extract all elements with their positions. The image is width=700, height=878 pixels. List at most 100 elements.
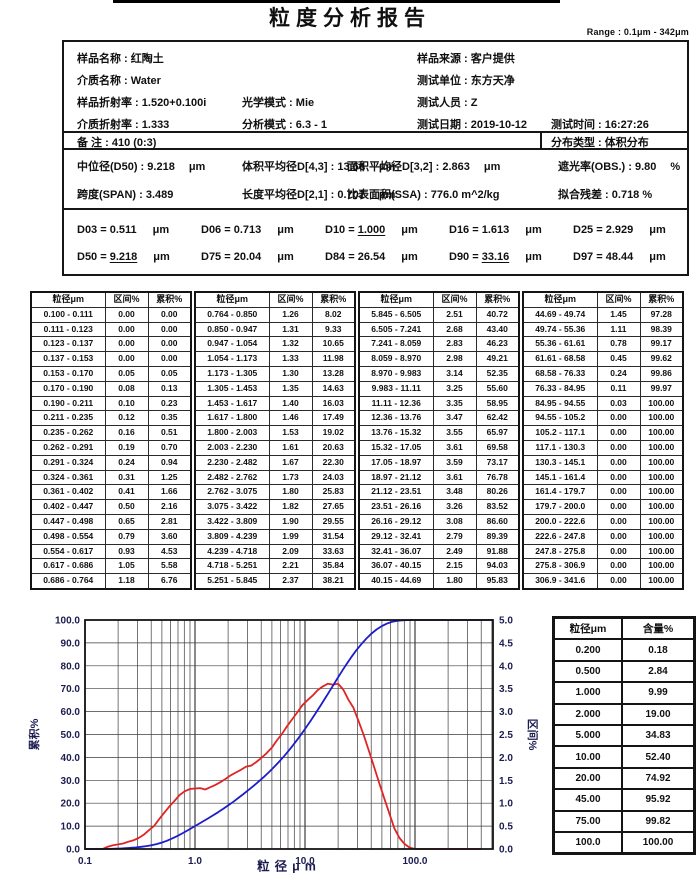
d-value-cell: D97 = 48.44 μm bbox=[573, 251, 666, 263]
size-cell: 45.00 bbox=[552, 788, 623, 812]
table-row: 0.500 2.84 bbox=[552, 659, 696, 684]
table-row: 0.402 - 0.447 0.50 2.16 bbox=[30, 499, 192, 515]
content-cell: 9.99 bbox=[621, 681, 696, 705]
interval-cell: 1.26 bbox=[268, 306, 313, 323]
d-value-number: 1.613 bbox=[481, 224, 510, 236]
d-value-number: 2.929 bbox=[605, 224, 634, 236]
bin-range-cell: 247.8 - 275.8 bbox=[522, 543, 598, 560]
table-row: 6.505 - 7.241 2.68 43.40 bbox=[358, 321, 520, 338]
right-axis-tick-label: 0.0 bbox=[499, 845, 513, 856]
left-axis-tick-label: 40.0 bbox=[61, 753, 81, 764]
d-value-unit: μm bbox=[525, 224, 542, 236]
cumulative-cell: 76.78 bbox=[475, 469, 520, 486]
table-header-row: 粒径μm 含量% bbox=[552, 616, 696, 641]
table-row: 105.2 - 117.1 0.00 100.00 bbox=[522, 425, 684, 441]
size-cell: 5.000 bbox=[552, 723, 623, 748]
cumulative-cell: 62.42 bbox=[475, 410, 520, 427]
bin-range-cell: 21.12 - 23.51 bbox=[358, 484, 434, 501]
interval-cell: 0.41 bbox=[104, 484, 149, 501]
metric-text: 跨度(SPAN) : 3.489 bbox=[77, 189, 174, 201]
size-cell: 0.500 bbox=[552, 659, 623, 684]
table-row: 0.190 - 0.211 0.10 0.23 bbox=[30, 395, 192, 412]
right-axis-tick-label: 3.5 bbox=[499, 684, 513, 695]
interval-cell: 2.51 bbox=[432, 306, 477, 323]
cumulative-cell: 31.54 bbox=[311, 528, 356, 545]
interval-cell: 3.35 bbox=[432, 395, 477, 412]
interval-cell: 2.09 bbox=[268, 543, 313, 560]
table-row: 15.32 - 17.05 3.61 69.58 bbox=[358, 439, 520, 456]
table-row: 1.453 - 1.617 1.40 16.03 bbox=[194, 395, 356, 412]
interval-cell: 2.68 bbox=[432, 321, 477, 338]
interval-cell: 0.50 bbox=[104, 499, 149, 515]
metric-cell: 比表面积(SSA) : 776.0 m^2/kg bbox=[347, 186, 500, 202]
d-value-number: 0.713 bbox=[233, 224, 262, 236]
bin-range-cell: 161.4 - 179.7 bbox=[522, 484, 598, 501]
column-header: 粒径μm bbox=[522, 291, 598, 308]
metric-cell: 长度平均径D[2,1] : 0.701 μm bbox=[242, 186, 395, 202]
table-row: 49.74 - 55.36 1.11 98.39 bbox=[522, 321, 684, 338]
cumulative-cell: 1.25 bbox=[147, 469, 192, 486]
table-row: 0.764 - 0.850 1.26 8.02 bbox=[194, 306, 356, 323]
d-value-cell: D90 = 33.16 μm bbox=[449, 251, 542, 263]
tester-field: 测试人员 : Z bbox=[417, 97, 478, 109]
metric-text: 面积平均径D[3,2] : 2.863 bbox=[347, 161, 470, 173]
table-row: 3.422 - 3.809 1.90 29.55 bbox=[194, 513, 356, 530]
test-unit-field: 测试单位 : 东方天净 bbox=[417, 75, 515, 87]
d-value-cell: D84 = 26.54 μm bbox=[325, 251, 418, 263]
table-row: 0.100 - 0.111 0.00 0.00 bbox=[30, 306, 192, 323]
cumulative-cell: 9.33 bbox=[311, 321, 356, 338]
d-value-cell: D03 = 0.511 μm bbox=[77, 224, 169, 236]
cumulative-cell: 55.60 bbox=[475, 380, 520, 397]
bin-range-cell: 2.762 - 3.075 bbox=[194, 484, 270, 501]
d-value-name: D16 = bbox=[449, 224, 482, 236]
table-row: 130.3 - 145.1 0.00 100.00 bbox=[522, 454, 684, 471]
interval-cell: 0.00 bbox=[596, 499, 641, 515]
cumulative-cell: 100.00 bbox=[639, 499, 684, 515]
table-row: 4.239 - 4.718 2.09 33.63 bbox=[194, 543, 356, 560]
interval-cell: 1.80 bbox=[432, 573, 477, 590]
interval-cell: 1.46 bbox=[268, 410, 313, 427]
table-row: 1.305 - 1.453 1.35 14.63 bbox=[194, 380, 356, 397]
sample-info-box: 样品名称 : 红陶土 样品来源 : 客户提供 介质名称 : Water 测试单位… bbox=[62, 40, 689, 150]
table-row: 0.686 - 0.764 1.18 6.76 bbox=[30, 573, 192, 590]
table-row: 0.153 - 0.170 0.05 0.05 bbox=[30, 365, 192, 382]
cumulative-cell: 8.02 bbox=[311, 306, 356, 323]
bin-range-cell: 0.686 - 0.764 bbox=[30, 573, 106, 590]
table-row: 29.12 - 32.41 2.79 89.39 bbox=[358, 528, 520, 545]
content-table: 粒径μm 含量% 0.200 0.18 0.500 2.84 1.000 9.99 2.000 1… bbox=[552, 616, 696, 856]
right-axis-tick-label: 2.5 bbox=[499, 730, 513, 741]
table-row: 0.554 - 0.617 0.93 4.53 bbox=[30, 543, 192, 560]
interval-cell: 0.16 bbox=[104, 425, 149, 441]
sample-source-field: 样品来源 : 客户提供 bbox=[417, 53, 515, 65]
interval-cell: 1.45 bbox=[596, 306, 641, 323]
cumulative-cell: 86.60 bbox=[475, 513, 520, 530]
cumulative-cell: 58.95 bbox=[475, 395, 520, 412]
cumulative-cell: 11.98 bbox=[311, 351, 356, 367]
size-cell: 0.200 bbox=[552, 638, 623, 662]
bin-range-cell: 26.16 - 29.12 bbox=[358, 513, 434, 530]
table-row: 10.00 52.40 bbox=[552, 745, 696, 769]
table-row: 145.1 - 161.4 0.00 100.00 bbox=[522, 469, 684, 486]
table-row: 4.718 - 5.251 2.21 35.84 bbox=[194, 558, 356, 575]
bin-range-cell: 179.7 - 200.0 bbox=[522, 499, 598, 515]
cumulative-cell: 65.97 bbox=[475, 425, 520, 441]
column-header: 累积% bbox=[311, 291, 356, 308]
content-grid: 粒径μm 含量% 0.200 0.18 0.500 2.84 1.000 9.99 2.000 1… bbox=[552, 616, 696, 856]
table-row: 1.617 - 1.800 1.46 17.49 bbox=[194, 410, 356, 427]
left-axis-tick-label: 100.0 bbox=[55, 616, 80, 627]
distribution-table: 粒径μm 区间% 累积% 0.100 - 0.111 0.00 0.00 0.111 - 0… bbox=[30, 291, 690, 590]
table-row: 21.12 - 23.51 3.48 80.26 bbox=[358, 484, 520, 501]
metric-cell: 面积平均径D[3,2] : 2.863 μm bbox=[347, 158, 500, 174]
interval-cell: 0.08 bbox=[104, 380, 149, 397]
cumulative-cell: 10.65 bbox=[311, 336, 356, 353]
cumulative-cell: 100.00 bbox=[639, 425, 684, 441]
bin-range-cell: 29.12 - 32.41 bbox=[358, 528, 434, 545]
table-row: 1.800 - 2.003 1.53 19.02 bbox=[194, 425, 356, 441]
column-header: 粒径μm bbox=[358, 291, 434, 308]
size-cell: 75.00 bbox=[552, 809, 623, 833]
interval-cell: 2.21 bbox=[268, 558, 313, 575]
table-row: 0.137 - 0.153 0.00 0.00 bbox=[30, 351, 192, 367]
table-row: 0.361 - 0.402 0.41 1.66 bbox=[30, 484, 192, 501]
cumulative-cell: 2.16 bbox=[147, 499, 192, 515]
d-value-number: 9.218 bbox=[109, 251, 138, 263]
